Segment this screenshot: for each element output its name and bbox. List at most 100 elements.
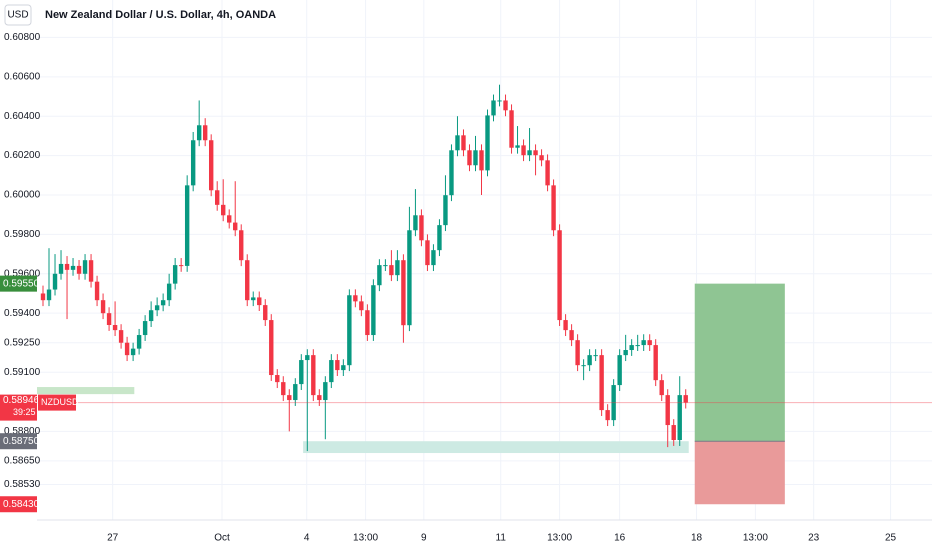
- candle-body: [473, 150, 478, 166]
- candle-body: [287, 395, 292, 401]
- candle-body: [581, 365, 586, 367]
- profit-zone: [694, 283, 785, 442]
- candle-body: [437, 225, 442, 251]
- candle-body: [317, 395, 322, 401]
- candle-body: [569, 330, 574, 341]
- candle-body: [665, 395, 670, 426]
- price-tag-label: 0.58750: [3, 436, 40, 447]
- y-tick-label: 0.59600: [4, 268, 41, 279]
- candle-body: [503, 100, 508, 111]
- candle-body: [142, 321, 148, 336]
- symbol-tag: [38, 394, 76, 411]
- candle-body: [365, 310, 370, 336]
- candle-body: [208, 140, 214, 191]
- candle-body: [100, 300, 106, 314]
- candle-body: [491, 100, 496, 116]
- candle-body: [611, 385, 616, 421]
- candle-body: [311, 355, 316, 396]
- candle-body: [527, 150, 532, 156]
- candle-body: [148, 310, 154, 322]
- candle-body: [130, 348, 136, 356]
- candle-body: [521, 145, 526, 156]
- price-tag-label: 0.59550: [3, 278, 40, 289]
- price-tag: [0, 394, 37, 421]
- candle-body: [215, 190, 220, 205]
- y-tick-label: 0.59100: [4, 367, 41, 378]
- candle-body: [76, 265, 82, 274]
- candle-body: [659, 380, 664, 396]
- y-tick-label: 0.59800: [4, 229, 41, 240]
- candle-body: [563, 320, 568, 331]
- y-tick-label: 0.60800: [4, 32, 41, 43]
- candle-body: [395, 260, 400, 276]
- candle-body: [106, 313, 112, 325]
- candle-body: [190, 140, 196, 186]
- candle-body: [335, 360, 340, 371]
- candle-body: [383, 265, 388, 267]
- candle-body: [221, 204, 226, 216]
- price-tag-label: 0.58430: [3, 499, 40, 510]
- candle-body: [227, 215, 232, 223]
- candle-body: [154, 305, 160, 311]
- candle-body: [635, 345, 640, 347]
- candle-body: [341, 365, 346, 371]
- candle-body: [461, 135, 466, 151]
- x-tick-label: 18: [691, 533, 703, 544]
- candle-body: [70, 265, 76, 270]
- candle-body: [88, 260, 94, 282]
- candle-body: [605, 410, 610, 421]
- candle-body: [407, 230, 412, 326]
- candle-body: [515, 145, 520, 148]
- candle-body: [467, 150, 472, 166]
- y-tick-label: 0.58800: [4, 426, 41, 437]
- candle-body: [112, 325, 118, 331]
- candle-body: [353, 295, 358, 302]
- candle-body: [82, 260, 88, 274]
- candle-body: [46, 289, 52, 301]
- candle-body: [533, 150, 538, 156]
- candle-body: [184, 185, 190, 266]
- loss-zone: [694, 441, 785, 505]
- x-tick-label: 11: [496, 533, 507, 544]
- currency-box[interactable]: [4, 4, 32, 26]
- x-tick-label: Oct: [214, 533, 230, 544]
- candle-body: [323, 382, 328, 401]
- candle-body: [545, 160, 550, 186]
- candle-body: [136, 335, 142, 349]
- candle-body: [413, 215, 418, 231]
- zone: [37, 387, 135, 395]
- y-tick-label: 0.58530: [4, 479, 41, 490]
- candle-body: [160, 300, 166, 306]
- candle-body: [94, 281, 100, 301]
- candle-body: [178, 265, 184, 267]
- candle-body: [485, 115, 490, 171]
- candle-body: [196, 125, 202, 141]
- candle-body: [389, 265, 394, 276]
- candle-body: [347, 295, 352, 366]
- candle-body: [118, 330, 124, 343]
- candle-body: [425, 240, 430, 266]
- x-tick-label: 13:00: [353, 533, 378, 544]
- candle-body: [52, 273, 58, 290]
- candle-body: [281, 382, 286, 396]
- candle-body: [509, 110, 514, 148]
- candle-body: [305, 355, 310, 361]
- candle-body: [431, 250, 436, 266]
- x-tick-label: 4: [304, 533, 310, 544]
- x-tick-label: 23: [808, 533, 820, 544]
- candle-body: [371, 285, 376, 336]
- symbol-label: NZDUSD: [41, 397, 79, 407]
- candle-body: [329, 360, 334, 383]
- countdown: 39:25: [13, 407, 36, 417]
- x-tick-label: 25: [885, 533, 897, 544]
- candle-body: [551, 185, 556, 231]
- candle-body: [233, 222, 238, 231]
- candle-body: [593, 355, 598, 357]
- x-tick-label: 13:00: [547, 533, 572, 544]
- candle-body: [124, 342, 130, 356]
- candle-body: [377, 265, 382, 286]
- chart-title: New Zealand Dollar / U.S. Dollar, 4h, OA…: [45, 9, 276, 21]
